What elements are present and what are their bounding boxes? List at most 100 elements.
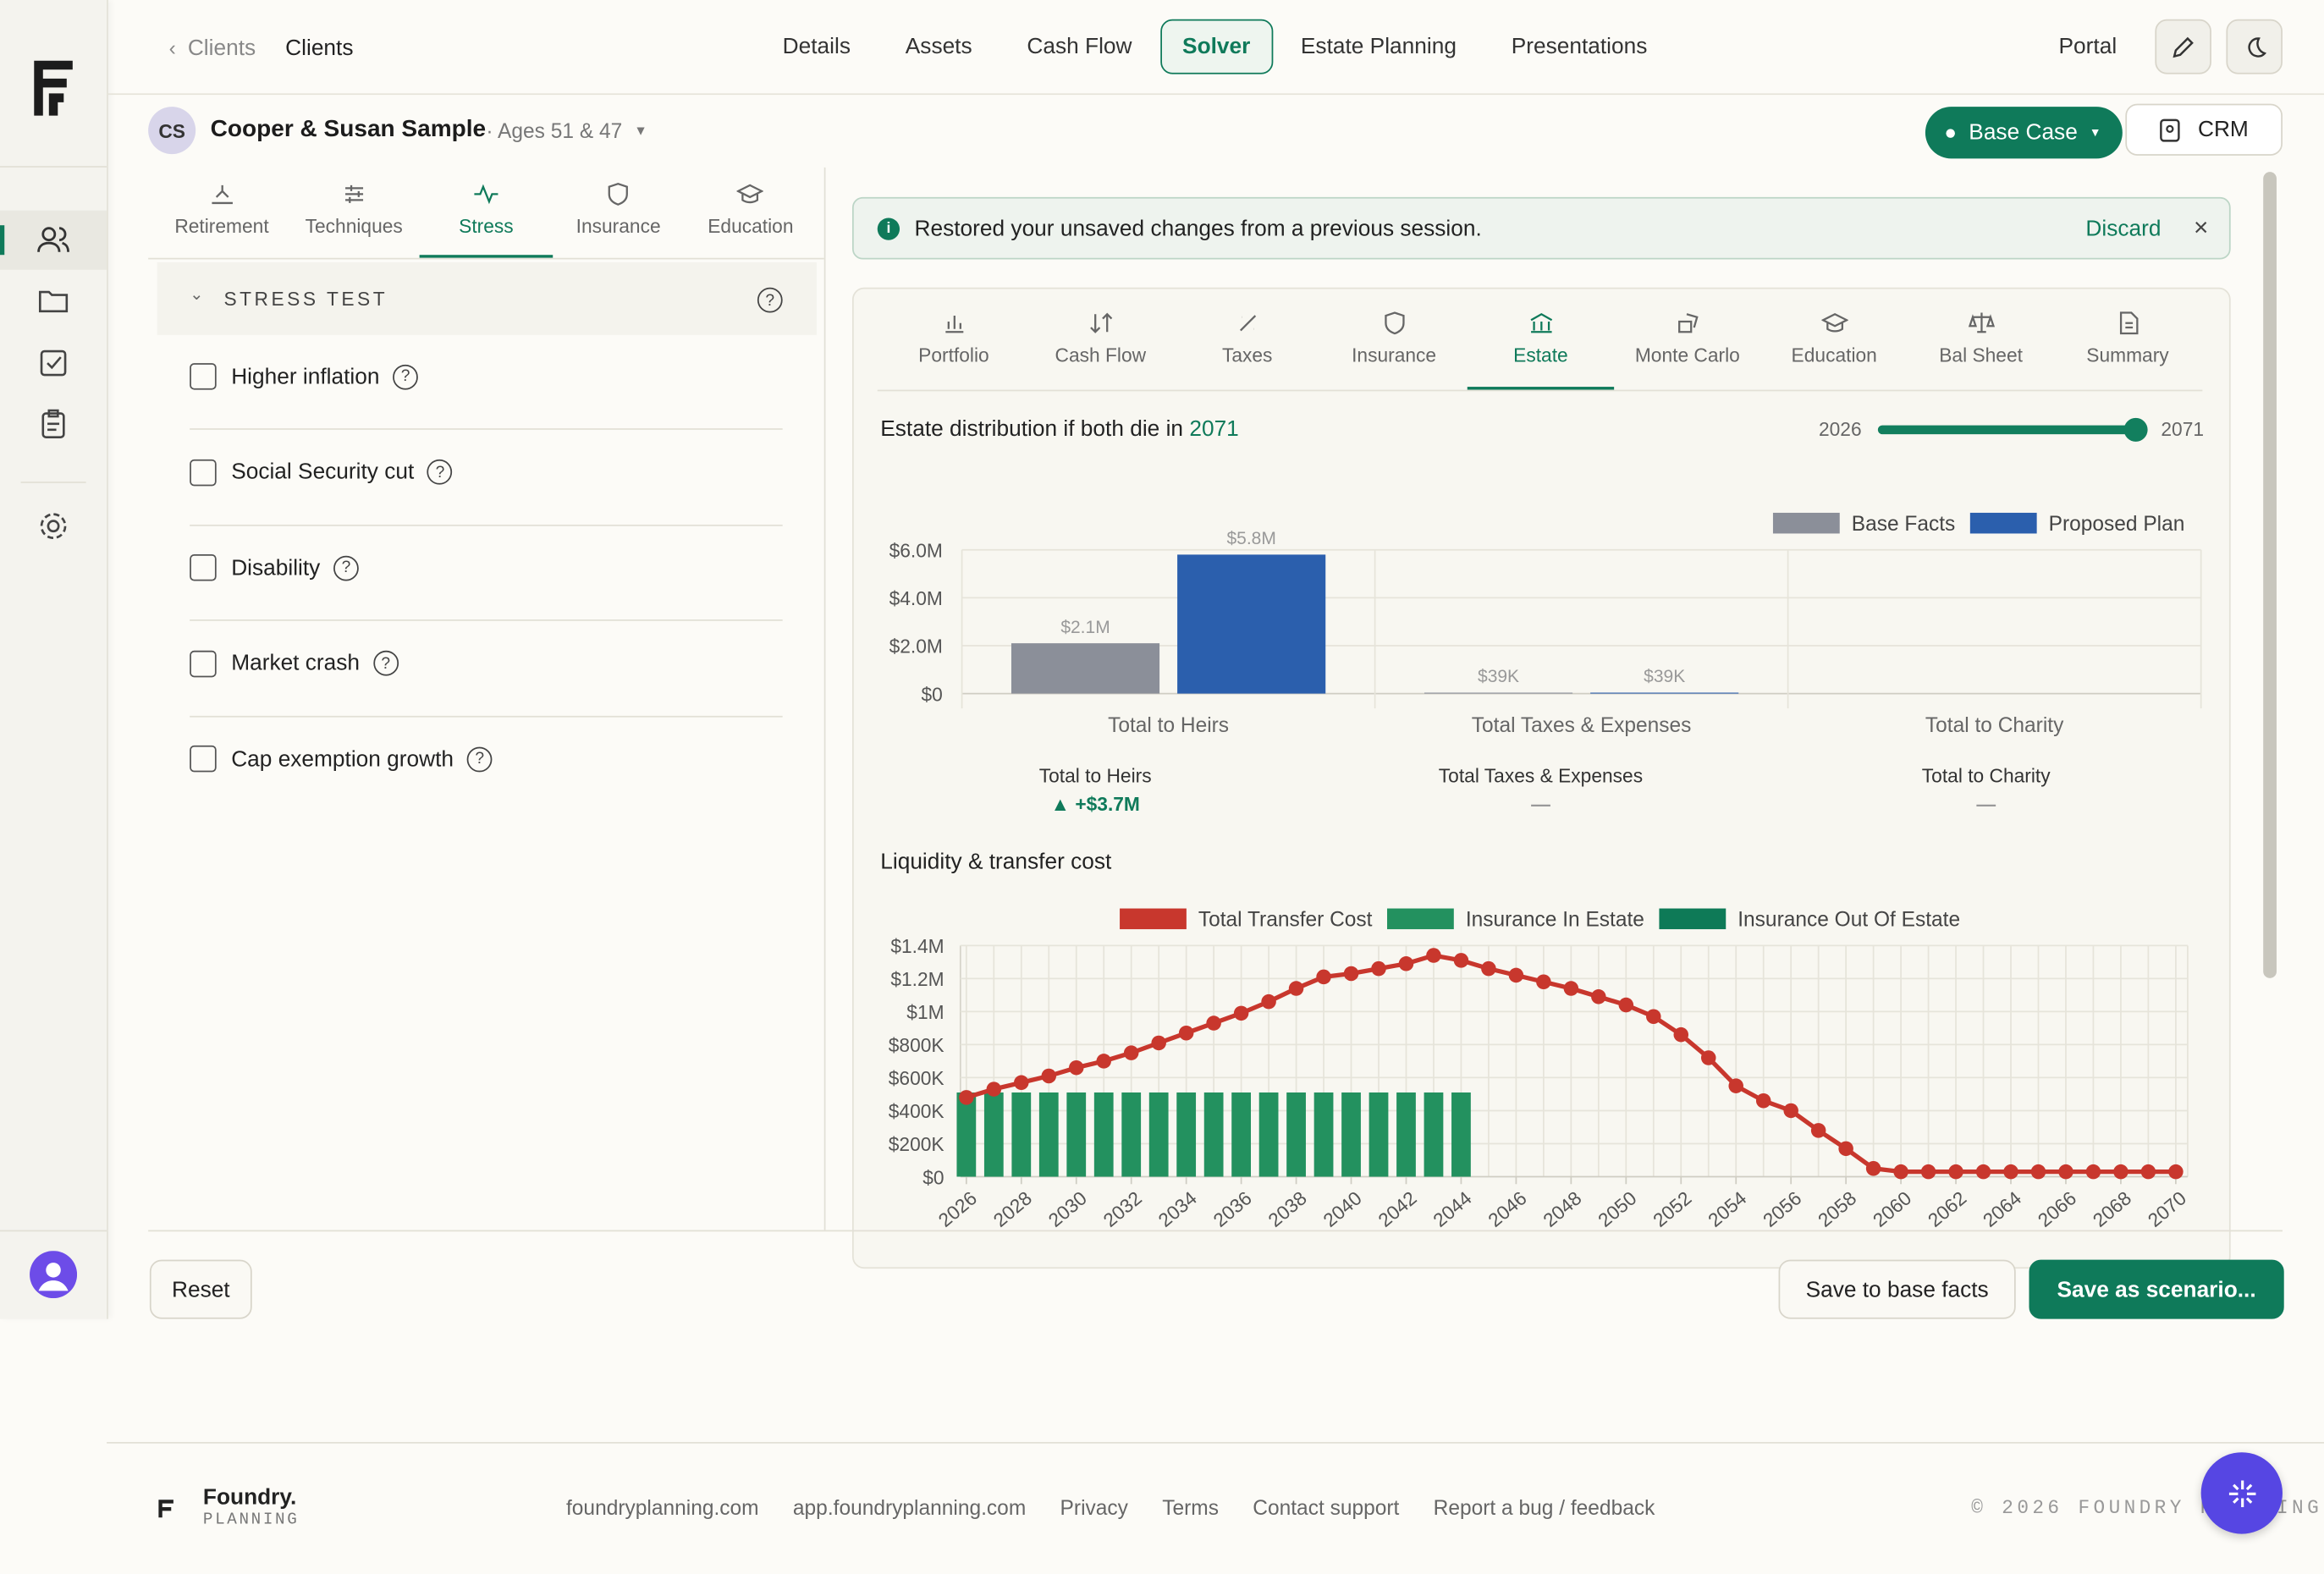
left-tabs: Retirement Techniques Stress Insurance Educa… [156,168,817,258]
help-icon[interactable]: ? [333,554,359,581]
nav-tab[interactable]: Details [782,34,851,60]
discard-link[interactable]: Discard [2085,215,2162,241]
left-tab[interactable]: Insurance [553,168,685,258]
icon-path [1820,312,1848,333]
crm-button[interactable]: CRM [2125,103,2283,156]
close-icon[interactable]: × [2194,213,2209,242]
help-icon[interactable]: ? [393,363,418,389]
tab-icon [2119,311,2138,335]
y-tick-label: $4.0M [889,587,943,609]
bar [1313,1092,1334,1177]
left-tab[interactable]: Techniques [288,168,420,258]
nav-tab[interactable]: Assets [905,34,972,60]
info-icon: i [877,217,900,239]
chart-tab[interactable]: Summary [2054,296,2200,389]
tab-label: Insurance [575,214,661,238]
stress-option[interactable]: Social Security cut? [190,459,453,486]
footer-link[interactable]: Contact support [1253,1495,1400,1520]
save-base-button[interactable]: Save to base facts [1778,1259,2016,1319]
edit-button[interactable] [2155,19,2211,74]
legend: Base Facts Proposed Plan [1772,512,2184,536]
client-avatar: CS [148,107,196,155]
scenario-button[interactable]: Base Case ▼ [1925,107,2123,159]
slider-thumb[interactable] [2123,417,2148,442]
checkbox[interactable] [190,459,217,486]
left-tab[interactable]: Retirement [156,168,288,258]
chart-tab[interactable]: Insurance [1320,296,1467,389]
bar [1093,1092,1114,1177]
stress-option[interactable]: Disability? [190,553,359,581]
point [1700,1050,1716,1065]
clients-icon[interactable] [37,223,70,256]
left-tab[interactable]: Stress [420,168,553,258]
user-avatar[interactable] [30,1251,78,1299]
point [1453,953,1469,968]
help-icon[interactable]: ? [427,459,453,485]
folder-icon[interactable] [38,288,69,315]
help-icon[interactable]: ? [466,746,493,772]
chart-tab[interactable]: Bal Sheet [1908,296,2054,389]
checkbox[interactable] [190,745,217,773]
y-tick-label: $200K [889,1133,944,1155]
y-tick-label: $6.0M [889,539,943,561]
point [959,1090,974,1105]
client-ages-wrap[interactable]: · Ages 51 & 47 ▼ [486,118,647,142]
icon-path [211,184,233,205]
tab-label: Techniques [305,214,403,238]
reset-button[interactable]: Reset [149,1259,252,1319]
checkbox[interactable] [190,649,217,677]
settings-icon[interactable] [37,509,70,542]
portal-link[interactable]: Portal [2058,34,2117,60]
tab-icon [1820,312,1848,333]
left-tab[interactable]: Education [685,168,817,258]
breadcrumb-back[interactable]: Clients [187,35,256,60]
footer-link[interactable]: Privacy [1060,1495,1128,1520]
checkbox[interactable] [190,363,217,390]
chart-tab[interactable]: Estate [1467,296,1615,390]
nav-tab[interactable]: Solver [1159,19,1273,74]
option-label: Higher inflation [231,363,380,389]
estate-heading-wrap: Estate distribution if both die in 2071 [880,416,1239,442]
help-icon[interactable]: ? [372,650,399,676]
save-scenario-button[interactable]: Save as scenario... [2029,1259,2284,1319]
point [1178,1025,1194,1041]
stress-option[interactable]: Higher inflation? [190,363,418,390]
x-tick-label: 2070 [2144,1186,2190,1230]
chart-tab[interactable]: Monte Carlo [1614,296,1760,389]
stress-option[interactable]: Cap exemption growth? [190,745,493,773]
slider-track[interactable] [1877,417,2148,442]
theme-button[interactable] [2226,19,2283,74]
nav-tab[interactable]: Cash Flow [1027,34,1132,60]
footer-link[interactable]: Report a bug / feedback [1433,1495,1655,1520]
footer-link[interactable]: Terms [1162,1495,1219,1520]
stress-option[interactable]: Market crash? [190,649,399,677]
point [1755,1092,1771,1109]
footer-link[interactable]: foundryplanning.com [565,1495,759,1520]
chart-tab[interactable]: Cash Flow [1027,296,1174,389]
back-arrow[interactable]: ‹ [168,36,176,60]
clipboard-icon[interactable] [40,409,67,438]
footer-link[interactable]: app.foundryplanning.com [792,1495,1027,1520]
chart-tab[interactable]: Taxes [1174,296,1320,389]
tab-label: Summary [2086,344,2169,366]
client-name: Cooper & Susan Sample [210,117,487,143]
point [1041,1068,1057,1084]
nav-tab[interactable]: Estate Planning [1300,34,1457,60]
tasks-icon[interactable] [39,349,69,378]
chevron[interactable]: ⌄ [190,285,204,305]
tab-label: Stress [459,214,514,238]
chart-group: $0 $2.0M $4.0M $6.0M Total to Heirs $2.1M $5.8… [889,512,2202,1230]
x-tick-label: 2054 [1704,1186,1750,1230]
point [1618,997,1634,1013]
scrollbar[interactable] [2263,172,2277,978]
chart-tab[interactable]: Education [1761,296,1908,389]
checkbox[interactable] [190,553,217,581]
chart-tab[interactable]: Portfolio [880,296,1027,389]
footer-brand: Foundry. [202,1484,297,1511]
separator [190,428,783,430]
assistant-button[interactable] [2200,1452,2283,1534]
point [2168,1164,2184,1180]
nav-tab[interactable]: Presentations [1511,34,1648,60]
tab-icon [211,184,233,205]
help-icon[interactable]: ? [757,287,783,313]
